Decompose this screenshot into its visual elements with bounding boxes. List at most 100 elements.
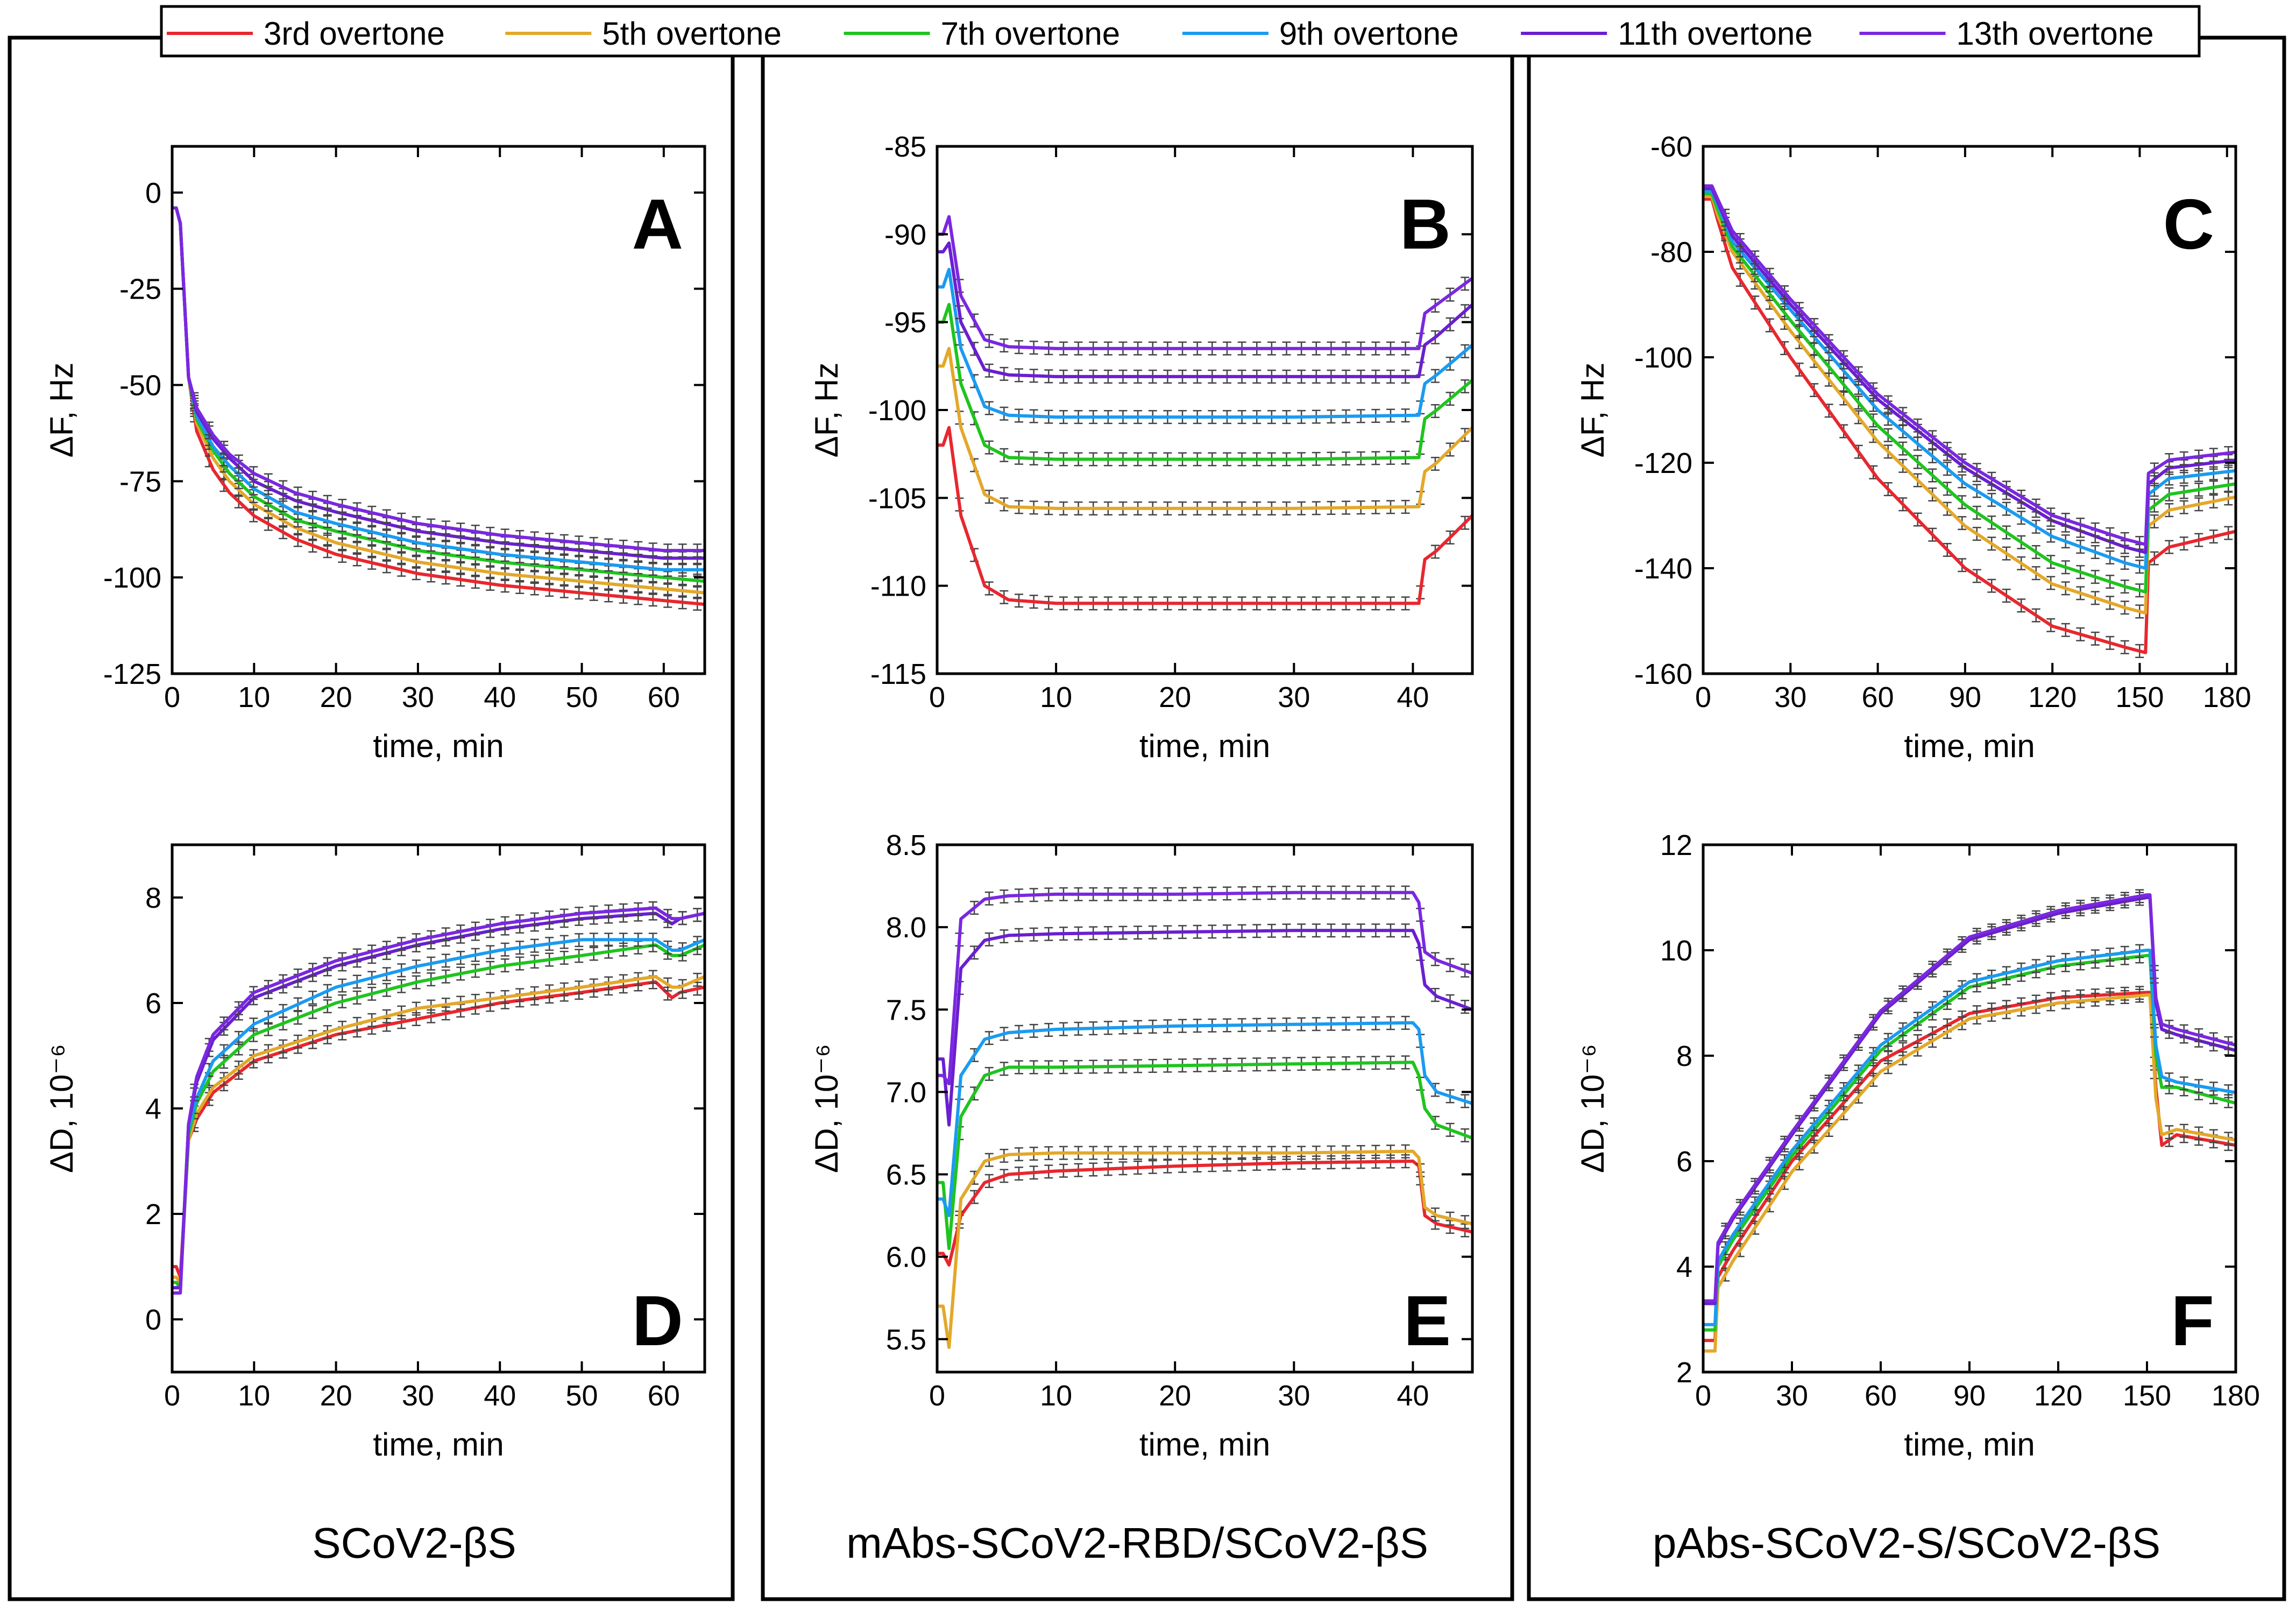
x-tick-label: 30 — [1278, 1380, 1310, 1412]
legend-item: 9th overtone — [1182, 16, 1459, 52]
x-tick-label: 0 — [929, 1380, 945, 1412]
panel-letter: F — [2171, 1281, 2214, 1360]
legend-item: 3rd overtone — [167, 16, 445, 52]
y-tick-label: 7.5 — [886, 994, 926, 1026]
x-axis-label: time, min — [373, 1426, 504, 1462]
series-line-9th-overtone — [937, 267, 1472, 419]
x-tick-label: 40 — [484, 1380, 516, 1412]
x-tick-label: 10 — [238, 681, 270, 713]
x-tick-label: 180 — [2212, 1380, 2260, 1412]
y-tick-label: 12 — [1660, 829, 1692, 861]
x-tick-label: 40 — [1397, 681, 1429, 713]
x-tick-label: 180 — [2203, 681, 2251, 713]
y-tick-label: 6 — [1676, 1146, 1692, 1178]
y-tick-label: -125 — [103, 658, 161, 690]
legend-label: 3rd overtone — [264, 16, 445, 52]
y-tick-label: 6.5 — [886, 1159, 926, 1191]
series-group — [937, 215, 1472, 611]
x-tick-label: 20 — [1159, 681, 1191, 713]
y-tick-label: 4 — [145, 1093, 161, 1125]
y-tick-label: 8.0 — [886, 911, 926, 944]
legend: 3rd overtone 5th overtone 7th overtone 9th … — [160, 5, 2201, 58]
y-tick-label: -80 — [1650, 236, 1692, 268]
x-axis-label: time, min — [1904, 728, 2035, 764]
series-line-9th-overtone — [937, 1021, 1472, 1218]
panel-a: 0 10 20 30 40 50 60 0 -25 -50 -75 -100 -125 time, min… — [44, 145, 706, 764]
legend-item: 5th overtone — [505, 16, 782, 52]
x-tick-label: 0 — [164, 681, 180, 713]
y-tick-label: -160 — [1634, 658, 1692, 690]
y-tick-label: 0 — [145, 177, 161, 209]
x-tick-label: 50 — [565, 1380, 598, 1412]
x-tick-label: 150 — [2115, 681, 2164, 713]
y-tick-label: -100 — [868, 394, 926, 427]
series-line-5th-overtone — [937, 1149, 1472, 1349]
x-tick-label: 60 — [648, 1380, 680, 1412]
y-tick-label: 7.0 — [886, 1076, 926, 1108]
x-axis-label: time, min — [1139, 1426, 1270, 1462]
x-tick-label: 10 — [1040, 1380, 1072, 1412]
series-line-13th-overtone — [937, 891, 1472, 1086]
y-tick-label: -140 — [1634, 553, 1692, 585]
x-tick-label: 90 — [1949, 681, 1981, 713]
x-tick-label: 90 — [1953, 1380, 1986, 1412]
x-tick-label: 30 — [1278, 681, 1310, 713]
legend-box — [160, 5, 2201, 58]
panel-d: 0 10 20 30 40 50 60 0 2 4 6 8 time, min ΔD, 10⁻⁶ D — [44, 843, 706, 1462]
y-tick-label: -95 — [884, 307, 926, 339]
plot-frame — [171, 145, 706, 675]
legend-item: 7th overtone — [844, 16, 1120, 52]
y-tick-label: -90 — [884, 218, 926, 251]
series-line-13th-overtone — [937, 215, 1472, 350]
series-line-11th-overtone — [937, 929, 1472, 1127]
series-line-5th-overtone — [937, 347, 1472, 510]
x-tick-label: 20 — [320, 681, 352, 713]
x-tick-label: 0 — [929, 681, 945, 713]
plot-frame — [1702, 145, 2237, 675]
y-axis-label: ΔF, Hz — [44, 363, 80, 458]
panel-c: 0 30 60 90 120 150 180 -60 -80 -100 -120 -140 -160 ti… — [1575, 131, 2251, 764]
x-tick-label: 0 — [1695, 1380, 1711, 1412]
x-tick-label: 40 — [1397, 1380, 1429, 1412]
series-group — [172, 901, 705, 1295]
y-axis-label: ΔF, Hz — [809, 363, 845, 458]
y-tick-label: 2 — [1676, 1356, 1692, 1389]
panel-b: 0 10 20 30 40 -85 -90 -95 -100 -105 -110 -115 time, … — [809, 131, 1474, 764]
x-tick-label: 30 — [402, 681, 434, 713]
y-tick-label: -60 — [1650, 131, 1692, 163]
x-tick-label: 60 — [648, 681, 680, 713]
x-tick-label: 60 — [1862, 681, 1894, 713]
series-group — [1703, 184, 2236, 658]
panel-letter: C — [2163, 185, 2214, 264]
x-axis-label: time, min — [1139, 728, 1270, 764]
series-group — [172, 206, 705, 611]
series-line-13th-overtone — [172, 206, 705, 553]
y-tick-label: 8 — [145, 882, 161, 914]
y-tick-label: -105 — [868, 482, 926, 514]
y-axis-label: ΔF, Hz — [1575, 363, 1611, 458]
y-tick-label: -75 — [119, 465, 161, 498]
x-tick-label: 150 — [2123, 1380, 2171, 1412]
x-tick-label: 20 — [1159, 1380, 1191, 1412]
y-tick-label: -120 — [1634, 447, 1692, 479]
caption-column-2: mAbs-SCoV2-RBD/SCoV2-βS — [846, 1519, 1428, 1567]
legend-label: 13th overtone — [1957, 16, 2154, 52]
x-tick-label: 0 — [1695, 681, 1711, 713]
y-tick-label: -100 — [1634, 342, 1692, 374]
panel-letter: E — [1404, 1281, 1451, 1360]
legend-label: 9th overtone — [1279, 16, 1459, 52]
y-tick-label: 0 — [145, 1304, 161, 1336]
y-axis-label: ΔD, 10⁻⁶ — [44, 1044, 80, 1173]
x-tick-label: 30 — [1776, 1380, 1808, 1412]
series-line-7th-overtone — [1703, 953, 2236, 1332]
x-tick-label: 50 — [565, 681, 598, 713]
y-axis-label: ΔD, 10⁻⁶ — [809, 1044, 845, 1173]
panel-letter: D — [632, 1281, 683, 1360]
y-tick-label: 5.5 — [886, 1324, 926, 1356]
caption-column-1: SCoV2-βS — [312, 1519, 516, 1567]
x-tick-label: 20 — [320, 1380, 352, 1412]
y-tick-label: 10 — [1660, 935, 1692, 967]
panel-f: 0 30 60 90 120 150 180 2 4 6 8 10 12 time, min ΔD, 10⁻… — [1575, 829, 2260, 1462]
